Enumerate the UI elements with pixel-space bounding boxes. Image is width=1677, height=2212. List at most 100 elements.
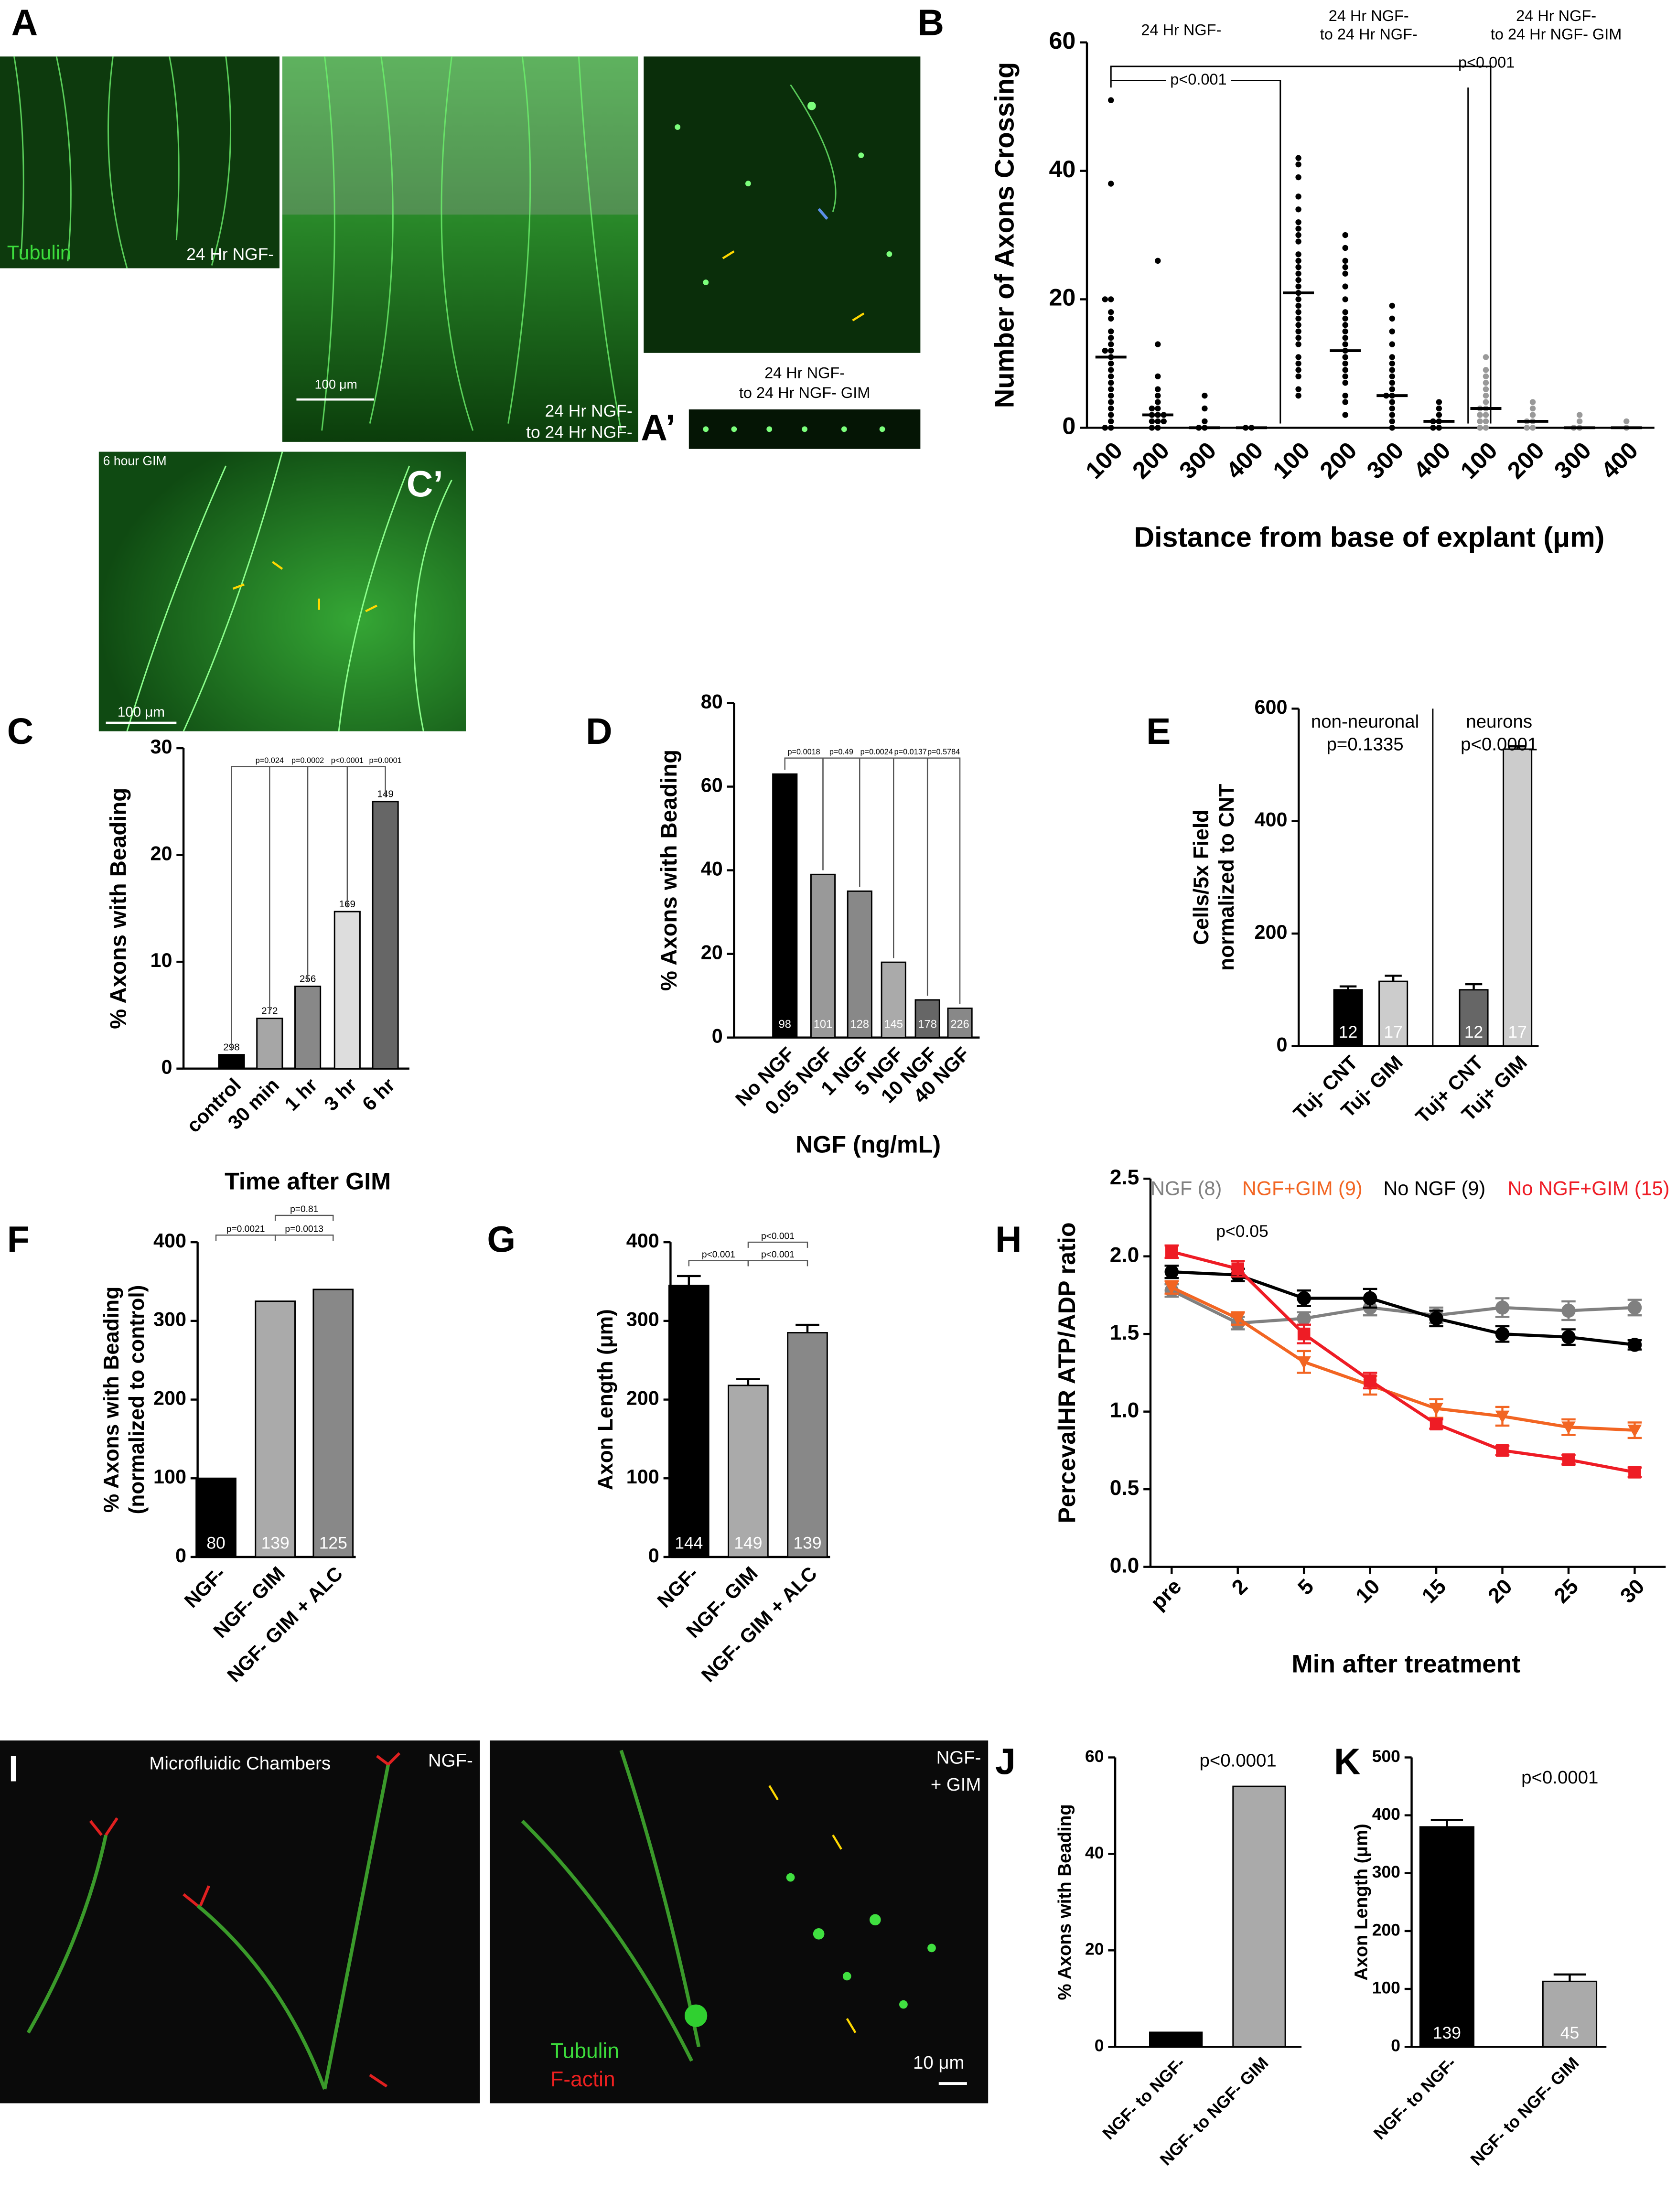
y-axis-label: % Axons with Beading (106, 788, 131, 1029)
series-line (1171, 1289, 1635, 1325)
marker (1165, 1245, 1178, 1258)
bar (881, 961, 906, 1039)
data-point (1295, 161, 1301, 168)
n-label: 139 (793, 1534, 821, 1553)
data-point (1529, 425, 1536, 431)
data-point (1295, 296, 1301, 302)
bar (1149, 2031, 1203, 2048)
data-point (1295, 309, 1301, 315)
p-value: p=0.0024 (860, 748, 893, 756)
data-point (1389, 425, 1395, 431)
data-point (1108, 296, 1114, 302)
marker (1562, 1453, 1575, 1466)
n-label: 125 (319, 1534, 347, 1553)
y-tick-label: 20 (1049, 284, 1076, 311)
data-point (1295, 251, 1301, 258)
arrow (817, 208, 828, 220)
data-point (1149, 418, 1155, 425)
data-point (1108, 328, 1114, 334)
scale-label: 100 μm (315, 377, 357, 392)
x-tick-label: 30 (1616, 1575, 1649, 1608)
data-point (1483, 386, 1489, 392)
data-point (1342, 354, 1348, 360)
data-point (1342, 283, 1348, 290)
marker (1297, 1311, 1311, 1326)
n-label: 98 (779, 1018, 791, 1031)
y-tick-label: 20 (701, 942, 723, 964)
data-point (1108, 309, 1114, 315)
data-point (1483, 367, 1489, 373)
micrograph (98, 451, 466, 731)
data-point (1342, 341, 1348, 347)
y-tick-label: 0.0 (1110, 1554, 1140, 1577)
annotation: p=0.1335 (1326, 734, 1403, 754)
x-tick-label: 6 hr (358, 1074, 399, 1115)
data-point (1108, 373, 1114, 380)
marker (1297, 1291, 1311, 1306)
significance-bracket (1110, 65, 1492, 424)
y-tick-label: 20 (1085, 1940, 1104, 1959)
marker (1230, 1312, 1245, 1326)
data-point (1389, 354, 1395, 360)
axon-traces (126, 451, 452, 732)
data-point (1389, 360, 1395, 367)
data-point (1342, 264, 1348, 270)
condition-label: 24 Hr NGF- (545, 401, 633, 420)
data-point (1524, 425, 1530, 431)
data-point (1295, 277, 1301, 283)
data-point (1483, 392, 1489, 399)
p-value: p=0.024 (256, 756, 284, 765)
p-value: p=0.0013 (285, 1224, 323, 1235)
data-point (1295, 219, 1301, 225)
x-tick-label: NGF- to NGF- (1370, 2053, 1460, 2143)
data-point (1155, 341, 1161, 347)
significance-bracket (822, 757, 860, 887)
group-label: to 24 Hr NGF- GIM (1491, 26, 1622, 43)
data-point (1529, 412, 1536, 418)
data-point (1342, 392, 1348, 399)
data-point (1295, 283, 1301, 290)
significance-bracket (1111, 80, 1469, 424)
data-point (1436, 405, 1442, 412)
group-label: to 24 Hr NGF- (1320, 26, 1418, 43)
annotation: p<0.0001 (1200, 1750, 1277, 1771)
marker (1363, 1291, 1377, 1306)
data-point (1149, 405, 1155, 412)
n-label: 139 (261, 1534, 290, 1553)
condition-label: + GIM (931, 1774, 981, 1795)
y-axis-label: Axon Length (μm) (1351, 1824, 1371, 1980)
axon-traces (521, 1750, 701, 2062)
marker (1495, 1410, 1510, 1424)
data-point (1155, 373, 1161, 380)
n-label: 178 (918, 1018, 936, 1031)
data-point (1108, 418, 1114, 425)
data-point (1342, 270, 1348, 277)
data-point (1529, 399, 1536, 405)
panel-letter: H (995, 1219, 1021, 1260)
data-point (1483, 425, 1489, 431)
data-point (1295, 360, 1301, 367)
y-tick-label: 40 (1085, 1843, 1104, 1862)
data-point (1342, 334, 1348, 341)
n-label: 17 (1508, 1022, 1526, 1042)
x-axis-label: NGF (ng/mL) (796, 1131, 941, 1158)
y-tick-label: 0 (712, 1025, 723, 1047)
significance-bracket (893, 757, 928, 996)
y-tick-label: 600 (1255, 696, 1288, 718)
data-point (1389, 367, 1395, 373)
data-point (1477, 425, 1483, 431)
stain-label: Tubulin (7, 242, 71, 264)
x-axis-label: Distance from base of explant (μm) (1134, 521, 1604, 553)
data-point (1108, 181, 1114, 187)
data-point (1295, 315, 1301, 322)
data-point (1295, 302, 1301, 309)
bar (1503, 748, 1533, 1047)
panel-letter: G (487, 1219, 516, 1260)
y-tick-label: 60 (1049, 27, 1076, 54)
bar (294, 986, 322, 1070)
micrograph (490, 1740, 989, 2104)
micrograph (644, 56, 921, 353)
data-point (1108, 367, 1114, 373)
marker (1561, 1330, 1576, 1344)
p-value: p<0.001 (1458, 54, 1515, 71)
